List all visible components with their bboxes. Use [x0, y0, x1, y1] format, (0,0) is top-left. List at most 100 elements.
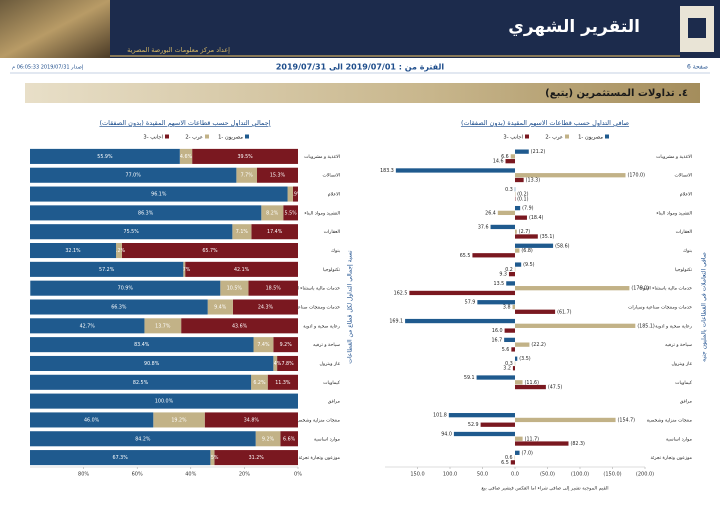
bar	[515, 380, 523, 385]
bar-segment	[292, 186, 298, 202]
bar-segment	[30, 243, 117, 259]
bar-segment	[30, 186, 288, 202]
bar-segment	[232, 299, 298, 315]
bar-label: 169.1	[389, 319, 403, 325]
bar-label: 52.9	[468, 422, 479, 428]
bar-segment	[30, 280, 221, 296]
period: الفترة من : 2019/07/01 الى 2019/07/31	[276, 63, 445, 72]
header-band	[0, 0, 720, 58]
segment-label: 7.4%	[257, 342, 270, 348]
category-label: كيماويات	[323, 380, 341, 386]
bar-label: (18.4)	[529, 215, 544, 221]
category-label: الاغذية و مشروبات	[304, 155, 340, 160]
bar-label: 94.0	[441, 431, 452, 437]
bar-segment	[179, 148, 193, 164]
bar-segment	[30, 148, 180, 164]
bar	[504, 328, 515, 333]
bar	[477, 300, 515, 305]
segment-label: 7.7%	[241, 173, 254, 179]
bar-segment	[236, 167, 257, 183]
category-label: غاز وبترول	[320, 362, 341, 367]
bar	[515, 205, 521, 211]
bar-label: 6.6	[501, 154, 509, 160]
category-label: سياحة و ترفيه	[665, 343, 692, 348]
bar	[490, 224, 515, 230]
bar-label: (7.9)	[522, 206, 534, 212]
segment-label: 5.5%	[285, 210, 298, 216]
bar-segment	[280, 431, 298, 447]
segment-label: 2.2%	[113, 248, 126, 254]
bar-label: (2.7)	[519, 229, 531, 235]
bar-label: 6.5	[501, 460, 509, 466]
segment-label: 100.0%	[155, 399, 174, 405]
bar-label: (11.6)	[525, 380, 540, 386]
bar	[515, 177, 524, 183]
bar-label: 0.6	[505, 455, 513, 461]
bar	[510, 154, 515, 159]
bar-segment	[207, 299, 233, 315]
bar-segment	[30, 431, 256, 447]
segment-label: 31.2%	[249, 455, 265, 461]
bar-segment	[256, 167, 298, 183]
bar-label: (185.1)	[637, 323, 655, 329]
bar	[515, 450, 520, 455]
bar-segment	[287, 186, 293, 202]
bar	[497, 210, 515, 216]
legend-label: عرب -2	[185, 135, 203, 141]
bar-segment	[30, 374, 252, 390]
legend-label: عرب -2	[545, 135, 563, 141]
segment-label: 7.1%	[236, 229, 249, 235]
category-label: منتجات منزلية وشخصية	[647, 418, 693, 423]
segment-label: 17.4%	[267, 229, 283, 235]
legend-label: اجانب -3	[143, 135, 163, 141]
segment-label: 96.1%	[151, 192, 167, 198]
bar-segment	[30, 299, 208, 315]
issued: إصدار 2019/07/31 06:05:33 م	[12, 65, 84, 71]
category-label: موزعون وتجارة تجزئة	[299, 456, 341, 461]
y-axis-label: نسبة إجمالي التداول لكل قطاع من القطاعات	[347, 250, 354, 364]
bar-label: (35.1)	[540, 234, 555, 240]
bar-label: 9.3	[499, 272, 507, 278]
bar	[508, 271, 515, 277]
segment-label: 39.5%	[237, 154, 253, 160]
bar	[504, 337, 515, 343]
section-title: ٤. تداولات المستثمرين (يتبع)	[545, 88, 688, 99]
bar-segment	[183, 261, 186, 277]
bar-label: 101.8	[433, 413, 447, 419]
bar-segment	[30, 261, 184, 277]
bar-segment	[121, 243, 298, 259]
bar-segment	[204, 412, 298, 428]
bar	[511, 347, 515, 352]
bar	[515, 342, 530, 347]
bar-segment	[192, 148, 298, 164]
x-tick-label: 100.0	[443, 472, 457, 478]
category-label: موارد اساسية	[314, 437, 341, 442]
segment-label: 77.0%	[126, 173, 142, 179]
category-label: الاعلام	[328, 193, 340, 198]
bar-label: (6.8)	[521, 248, 533, 254]
bar	[515, 286, 630, 291]
bar-label: 37.6	[478, 224, 489, 230]
x-tick-label: (200.0)	[636, 472, 654, 478]
bar	[506, 281, 515, 286]
bar-segment	[267, 374, 298, 390]
x-tick-label: 0%	[294, 472, 302, 478]
bar-segment	[30, 393, 298, 409]
segment-label: 32.1%	[65, 248, 81, 254]
segment-label: 15.3%	[270, 173, 286, 179]
bar-segment	[181, 318, 298, 334]
segment-label: 57.2%	[99, 267, 115, 273]
category-label: سياحة و ترفيه	[313, 343, 340, 348]
category-label: خدمات مالية باستثناء البنوك	[287, 287, 340, 292]
category-label: التشييد ومواد البناء	[656, 211, 692, 216]
segment-label: 43.6%	[232, 323, 248, 329]
bar-segment	[30, 355, 274, 371]
bar	[512, 304, 515, 310]
x-tick-label: (150.0)	[603, 472, 621, 478]
segment-label: 7.8%	[281, 361, 294, 367]
category-label: خدمات ومنتجات صناعية وسيارات	[628, 306, 692, 311]
bar	[453, 431, 515, 437]
bar-segment	[30, 167, 237, 183]
bar	[515, 149, 529, 154]
bar-segment	[144, 318, 182, 334]
